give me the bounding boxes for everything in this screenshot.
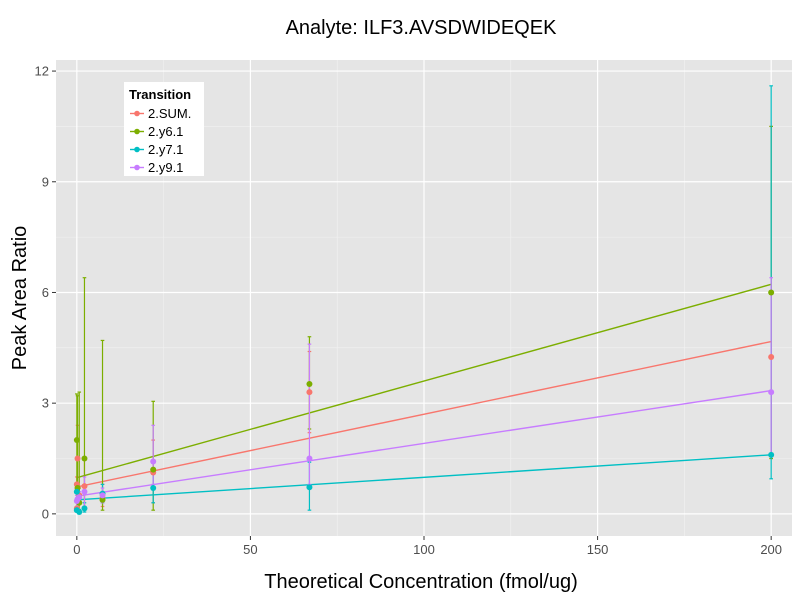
legend-items: 2.SUM. 2.y6.1 2.y7.1 2.y9.1 — [130, 106, 191, 175]
data-point — [81, 488, 88, 495]
data-point — [306, 389, 313, 396]
legend: Transition 2.SUM. 2.y6.1 2.y7.1 2.y9.1 — [124, 82, 204, 176]
legend-label: 2.y6.1 — [148, 124, 183, 139]
legend-title: Transition — [129, 87, 191, 102]
x-axis-ticks: 0 50 100 150 200 — [73, 536, 782, 557]
data-point — [768, 389, 775, 396]
data-point — [73, 488, 80, 495]
y-axis-title: Peak Area Ratio — [9, 226, 31, 371]
data-point — [306, 455, 313, 462]
fit-line-3 — [76, 389, 772, 497]
chart-title: Analyte: ILF3.AVSDWIDEQEK — [286, 17, 557, 39]
y-tick-label: 12 — [35, 64, 49, 79]
legend-key-point — [134, 146, 140, 153]
data-point — [99, 492, 106, 499]
x-tick-label: 150 — [587, 542, 609, 557]
data-points — [73, 289, 775, 516]
data-point — [74, 455, 81, 462]
data-point — [306, 484, 313, 491]
legend-label: 2.y7.1 — [148, 142, 183, 157]
y-axis-ticks: 0 3 6 9 12 — [35, 64, 56, 521]
data-point — [99, 496, 106, 503]
data-point — [76, 509, 83, 516]
legend-key-point — [134, 128, 140, 135]
y-tick-label: 6 — [42, 285, 49, 300]
fit-lines — [76, 283, 772, 501]
y-tick-label: 9 — [42, 174, 49, 189]
fit-line-0 — [76, 340, 772, 488]
error-bars — [75, 85, 773, 515]
x-tick-label: 50 — [243, 542, 257, 557]
legend-key-point — [134, 110, 140, 117]
data-point — [81, 483, 88, 490]
y-tick-label: 3 — [42, 396, 49, 411]
data-point — [768, 354, 775, 361]
data-point — [81, 455, 88, 462]
fit-line-2 — [76, 454, 772, 501]
data-point — [76, 494, 83, 501]
fit-line-1 — [76, 283, 772, 479]
data-point — [81, 505, 88, 512]
data-point — [150, 458, 157, 465]
x-tick-label: 0 — [73, 542, 80, 557]
data-point — [768, 451, 775, 458]
data-point — [768, 289, 775, 296]
data-point — [150, 485, 157, 492]
data-point — [73, 437, 80, 444]
y-tick-label: 0 — [42, 506, 49, 521]
legend-key-point — [134, 164, 140, 171]
data-point — [150, 466, 157, 473]
x-tick-label: 200 — [760, 542, 782, 557]
x-axis-title: Theoretical Concentration (fmol/ug) — [264, 571, 577, 593]
x-tick-label: 100 — [413, 542, 435, 557]
legend-label: 2.SUM. — [148, 106, 191, 121]
data-point — [306, 380, 313, 387]
legend-label: 2.y9.1 — [148, 160, 183, 175]
